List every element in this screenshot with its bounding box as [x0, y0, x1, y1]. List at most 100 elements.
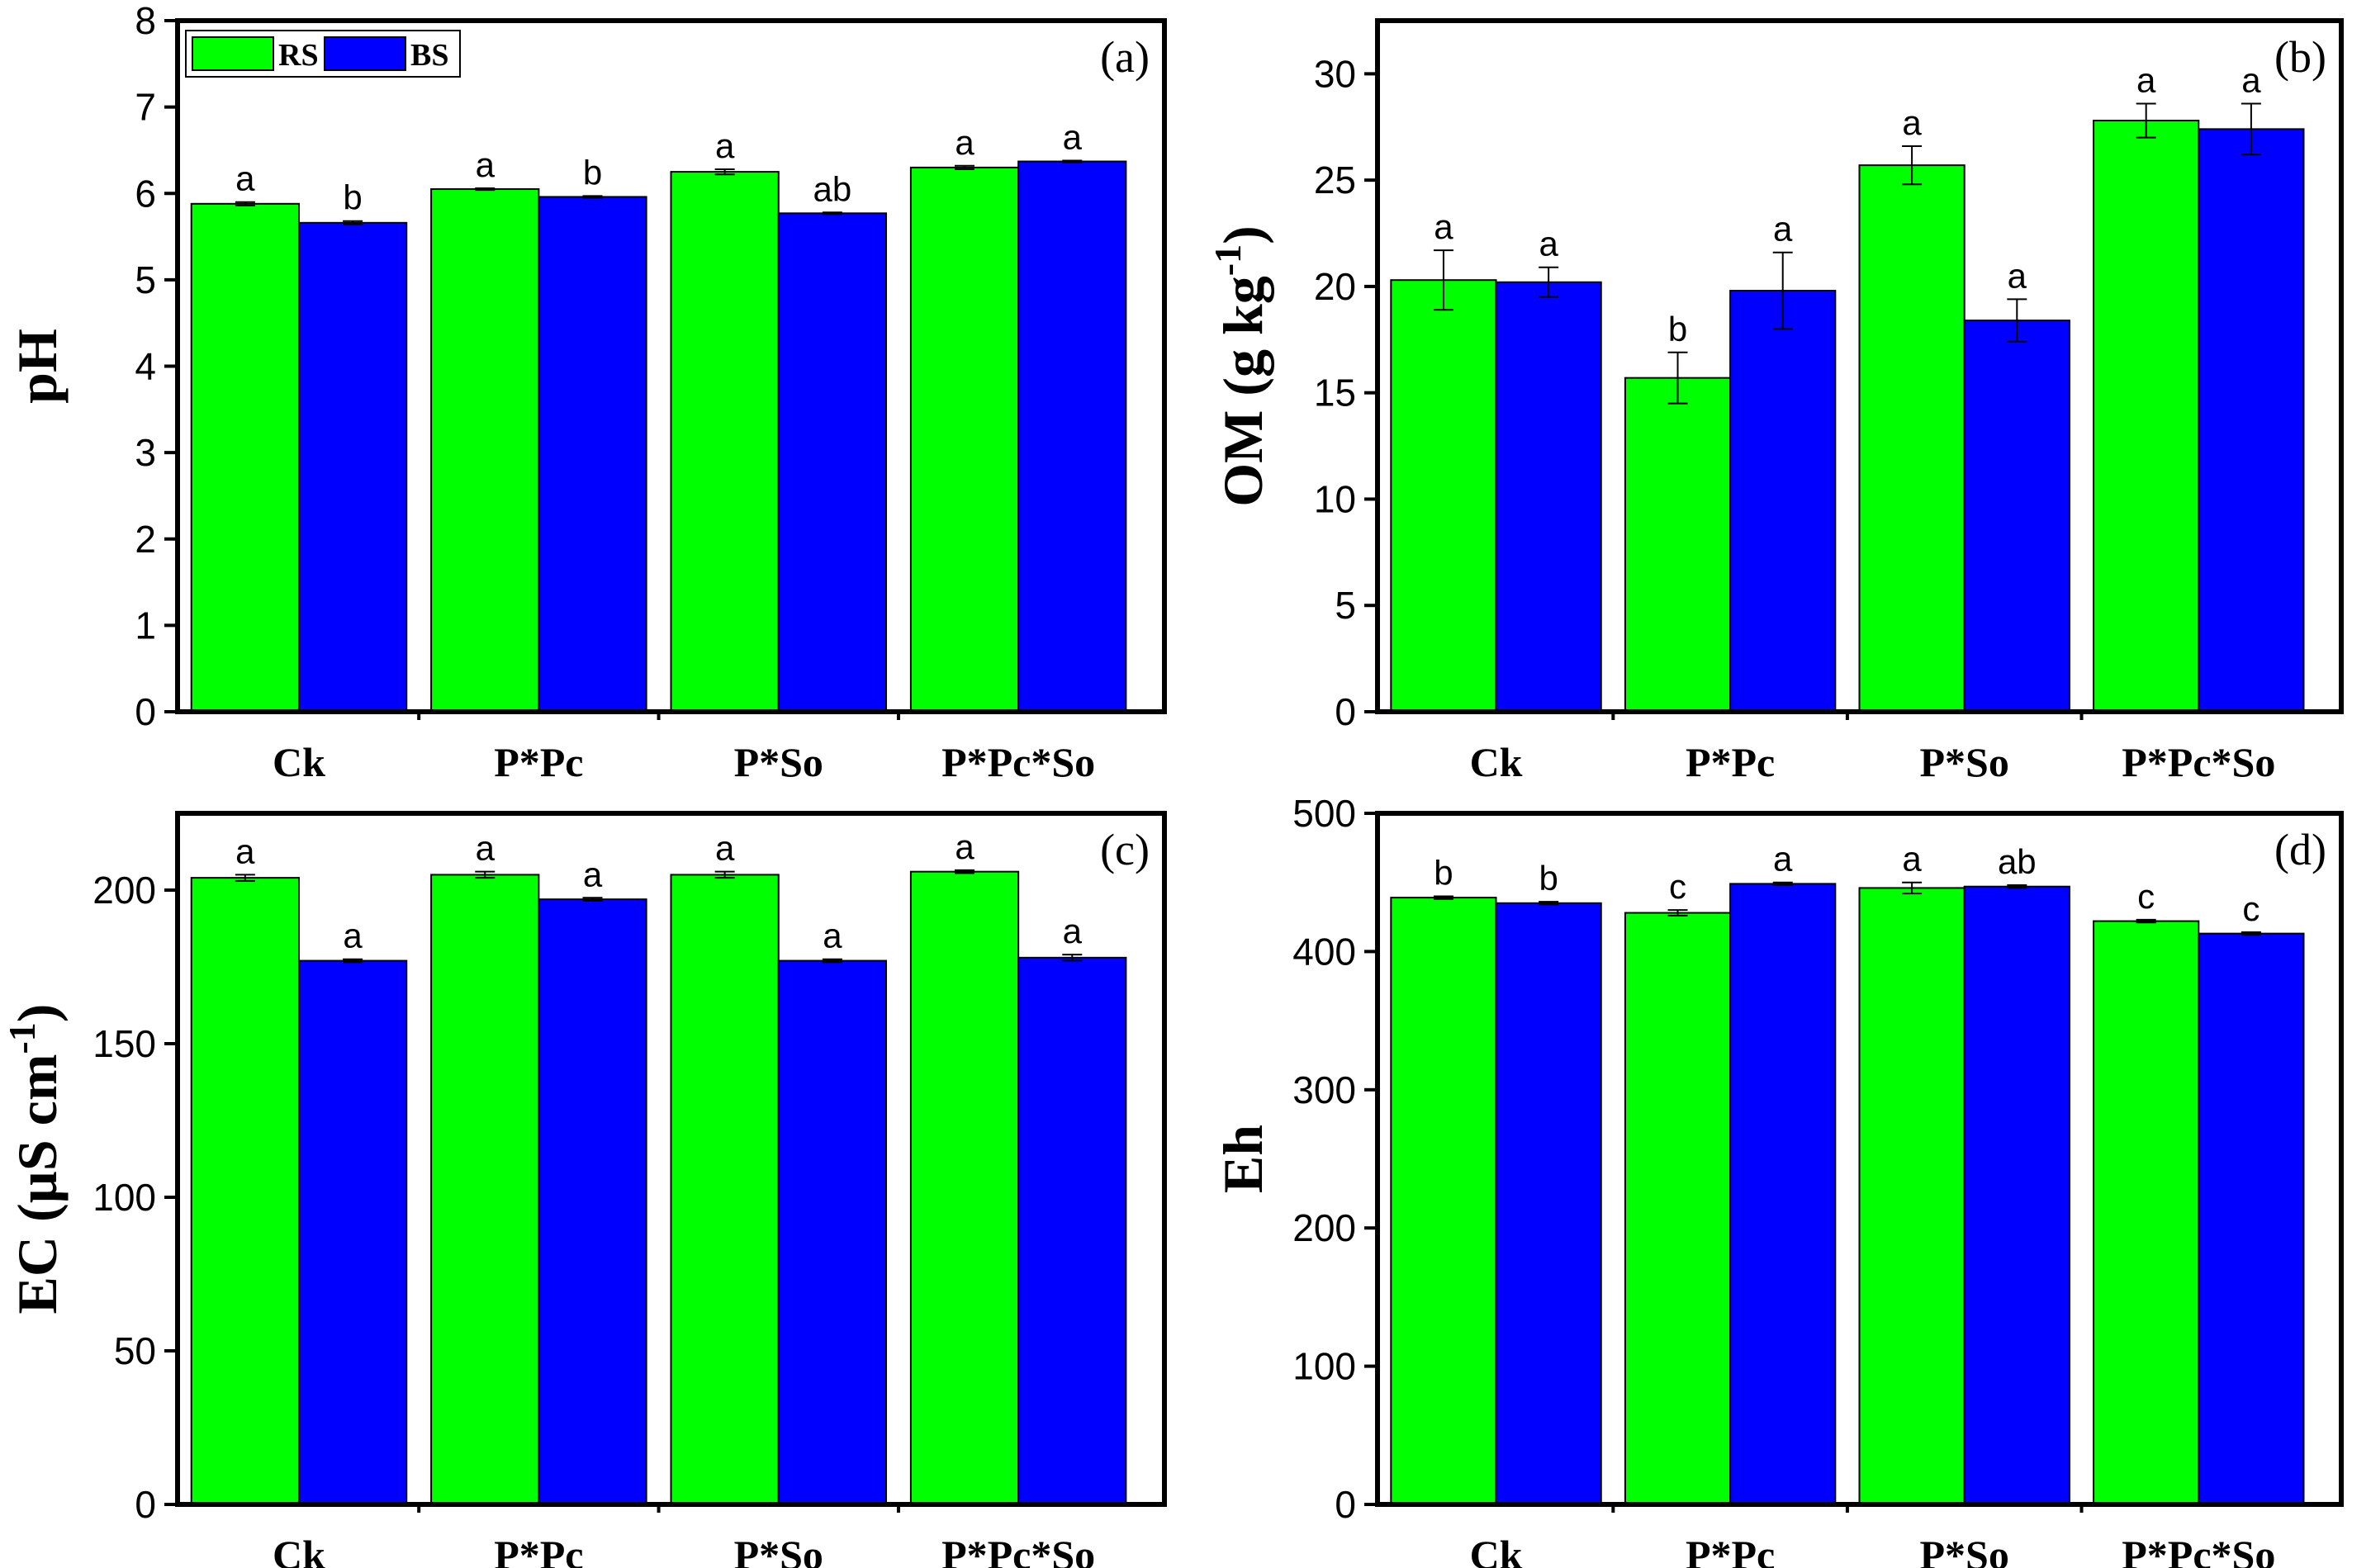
error-bar-bs-1: [1539, 266, 1559, 298]
panel-tag: (d): [2274, 825, 2326, 874]
sig-label-bs-2: a: [1773, 840, 1793, 879]
bar-bs-1: [297, 221, 408, 713]
y-tick-label-6: 500: [1292, 792, 1356, 835]
panel-tag: (b): [2274, 32, 2326, 82]
x-tick-label-3: P*So: [1920, 739, 2009, 785]
error-bar-bs-4: [1062, 954, 1083, 962]
y-tick-label-5: 20: [1314, 265, 1356, 308]
bar-rs-1: [1390, 897, 1497, 1505]
y-tick-label-4: 3: [135, 431, 156, 474]
legend: RS BS: [185, 30, 461, 78]
legend-label-bs: BS: [410, 38, 448, 73]
y-tick-label-4: 15: [1314, 372, 1356, 415]
sig-label-bs-3: a: [2008, 256, 2027, 295]
y-tick-label-7: 30: [1314, 52, 1356, 95]
error-bar-bs-4: [1062, 159, 1083, 163]
sig-label-rs-1: b: [1434, 853, 1453, 892]
bar-rs-4: [909, 870, 1020, 1506]
error-bar-bs-2: [582, 897, 603, 902]
bar-bs-4: [2198, 128, 2305, 713]
x-tick-label-4: P*Pc*So: [941, 1532, 1095, 1568]
error-bar-rs-2: [1667, 909, 1688, 917]
chart-panel-4: b b Ck c a P*Pc a ab P*So c c P*Pc*So 0 100 200 300 400 5…: [1212, 792, 2344, 1568]
y-axis-label: Eh: [1212, 1125, 1274, 1193]
chart-panel-3: a a Ck a a P*Pc a a P*So a a P*Pc*So 0 50 100 150 200 (c)…: [1, 811, 1167, 1568]
x-tick-label-2: P*Pc: [1686, 1532, 1775, 1568]
bar-rs-2: [1624, 377, 1732, 713]
sig-label-rs-3: a: [1902, 103, 1922, 142]
x-tick-label-2: P*Pc: [494, 1532, 583, 1568]
x-tick-label-1: Ck: [1470, 739, 1523, 785]
y-tick-label-7: 6: [135, 172, 156, 215]
y-tick-label-5: 200: [92, 869, 156, 912]
bar-bs-3: [777, 212, 888, 713]
bar-bs-3: [777, 959, 888, 1506]
error-bar-rs-2: [1667, 351, 1688, 405]
legend-swatch-bs: [324, 36, 406, 71]
chart-panel-2: a a Ck b a P*Pc a a P*So a a P*Pc*So 0 5 10 15 20 25 30 (b)…: [1207, 18, 2344, 785]
bar-rs-2: [430, 188, 540, 713]
y-tick-label-6: 25: [1314, 159, 1356, 201]
x-tick-label-3: P*So: [1920, 1532, 2009, 1568]
bar-rs-3: [670, 171, 780, 713]
sig-label-bs-3: a: [823, 917, 842, 955]
y-tick-label-2: 1: [135, 604, 156, 647]
x-tick-label-3: P*So: [734, 1532, 823, 1568]
y-axis-label: OM (g kg-1): [1207, 225, 1274, 507]
sig-label-bs-4: a: [1063, 117, 1083, 156]
x-tick-label-1: Ck: [273, 739, 325, 785]
y-tick-label-4: 150: [92, 1022, 156, 1065]
plot-frame: [175, 811, 1167, 1507]
error-bar-rs-1: [1433, 249, 1453, 311]
error-bar-rs-4: [2136, 102, 2156, 139]
panel-tag: (c): [1100, 825, 1150, 874]
y-tick-label-3: 100: [92, 1176, 156, 1219]
error-bar-bs-3: [822, 211, 842, 216]
y-tick-label-3: 10: [1314, 477, 1356, 520]
y-tick-label-3: 2: [135, 518, 156, 561]
error-bar-rs-4: [2136, 918, 2156, 924]
error-bar-rs-4: [955, 164, 975, 170]
y-tick-label-9: 8: [135, 0, 156, 42]
sig-label-bs-1: a: [343, 917, 363, 955]
sig-label-bs-1: b: [1539, 859, 1558, 898]
y-tick-label-2: 50: [114, 1329, 156, 1372]
error-bar-rs-1: [235, 201, 255, 206]
sig-label-bs-4: a: [2241, 60, 2261, 99]
error-bar-rs-1: [235, 874, 255, 882]
error-bar-bs-1: [343, 958, 363, 964]
x-tick-label-4: P*Pc*So: [2122, 739, 2275, 785]
y-axis-label: pH: [6, 329, 69, 404]
error-bar-bs-3: [822, 958, 842, 964]
bar-bs-2: [538, 898, 647, 1506]
bar-bs-1: [297, 959, 408, 1506]
sig-label-bs-2: b: [583, 153, 602, 192]
sig-label-rs-2: b: [1668, 310, 1687, 348]
x-tick-label-2: P*Pc: [1686, 739, 1775, 785]
bar-bs-3: [1963, 885, 2070, 1506]
error-bar-rs-3: [1902, 881, 1923, 895]
error-bar-rs-3: [1902, 144, 1923, 186]
bar-bs-4: [2198, 932, 2305, 1505]
sig-label-rs-1: a: [235, 831, 255, 870]
plot-frame: [1375, 18, 2344, 714]
bar-bs-2: [538, 196, 647, 713]
panel-tag: (a): [1100, 32, 1150, 82]
y-tick-label-8: 7: [135, 86, 156, 129]
plot-frame: [175, 18, 1167, 714]
error-bar-bs-2: [1772, 251, 1793, 330]
y-tick-label-1: 0: [1335, 1483, 1356, 1526]
sig-label-rs-3: a: [1902, 840, 1922, 879]
x-tick-label-1: Ck: [273, 1532, 325, 1568]
bar-rs-2: [430, 874, 540, 1505]
sig-label-rs-4: c: [2137, 877, 2155, 916]
error-bar-rs-2: [475, 870, 496, 879]
x-tick-label-1: Ck: [1470, 1532, 1523, 1568]
sig-label-bs-4: c: [2242, 889, 2260, 928]
bar-bs-1: [1495, 902, 1602, 1506]
y-tick-label-5: 400: [1292, 930, 1356, 973]
bar-rs-1: [1390, 279, 1497, 713]
sig-label-bs-1: a: [1539, 225, 1558, 263]
